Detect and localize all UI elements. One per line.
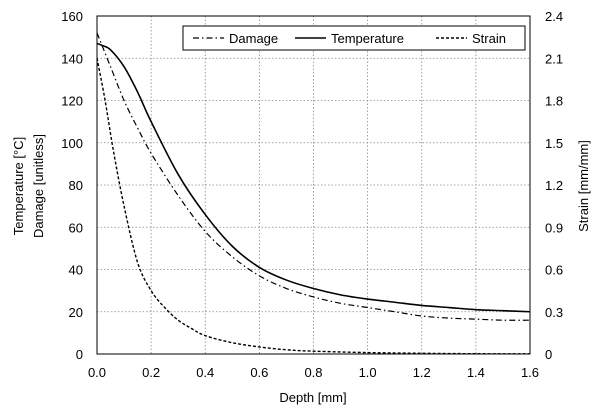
x-tick-label: 1.4 <box>467 365 485 380</box>
x-tick-label: 1.0 <box>359 365 377 380</box>
y-right-tick-label: 1.8 <box>545 94 563 109</box>
y-right-tick-label: 2.4 <box>545 9 563 24</box>
y-right-tick-label: 0.9 <box>545 220 563 235</box>
x-tick-label: 0.2 <box>142 365 160 380</box>
plot-frame <box>96 15 531 355</box>
y-right-tick-label: 1.5 <box>545 136 563 151</box>
y-left-tick-label: 80 <box>69 178 83 193</box>
y-left-tick-label: 160 <box>61 9 83 24</box>
y-right-tick-label: 0 <box>545 347 552 362</box>
y-left-tick-label: 100 <box>61 136 83 151</box>
y-left-tick-label: 120 <box>61 94 83 109</box>
legend-label-temperature: Temperature <box>331 31 404 46</box>
series-line-strain <box>96 58 531 355</box>
y-right-tick-label: 1.2 <box>545 178 563 193</box>
y-right-tick-label: 0.6 <box>545 263 563 278</box>
y-left-tick-label: 0 <box>76 347 83 362</box>
legend-label-strain: Strain <box>472 31 506 46</box>
legend-box <box>182 25 526 51</box>
y-right-tick-label: 2.1 <box>545 51 563 66</box>
grid <box>97 16 530 354</box>
series-lines <box>96 32 531 355</box>
y-left-tick-label: 20 <box>69 305 83 320</box>
legend: Damage Temperature Strain <box>182 25 526 51</box>
x-tick-label: 0.0 <box>88 365 106 380</box>
x-tick-label: 0.6 <box>250 365 268 380</box>
y-axis-label-left-1: Temperature [°C] <box>11 137 26 235</box>
y-left-tick-label: 60 <box>69 220 83 235</box>
y-axis-label-right: Strain [mm/mm] <box>576 140 591 232</box>
x-tick-label: 0.8 <box>304 365 322 380</box>
series-line-damage <box>96 32 531 321</box>
x-tick-label: 1.6 <box>521 365 539 380</box>
x-axis-label: Depth [mm] <box>279 390 346 405</box>
y-axis-label-left-2: Damage [unitless] <box>31 134 46 238</box>
legend-label-damage: Damage <box>229 31 278 46</box>
x-tick-label: 1.2 <box>413 365 431 380</box>
x-tick-label: 0.4 <box>196 365 214 380</box>
y-left-tick-label: 40 <box>69 263 83 278</box>
series-line-temperature <box>96 42 531 313</box>
y-right-tick-label: 0.3 <box>545 305 563 320</box>
y-left-tick-label: 140 <box>61 51 83 66</box>
tick-labels: 0.0 0.2 0.4 0.6 0.8 1.0 1.2 1.4 1.6 0 20 40 60 80 100 1… <box>61 9 563 380</box>
